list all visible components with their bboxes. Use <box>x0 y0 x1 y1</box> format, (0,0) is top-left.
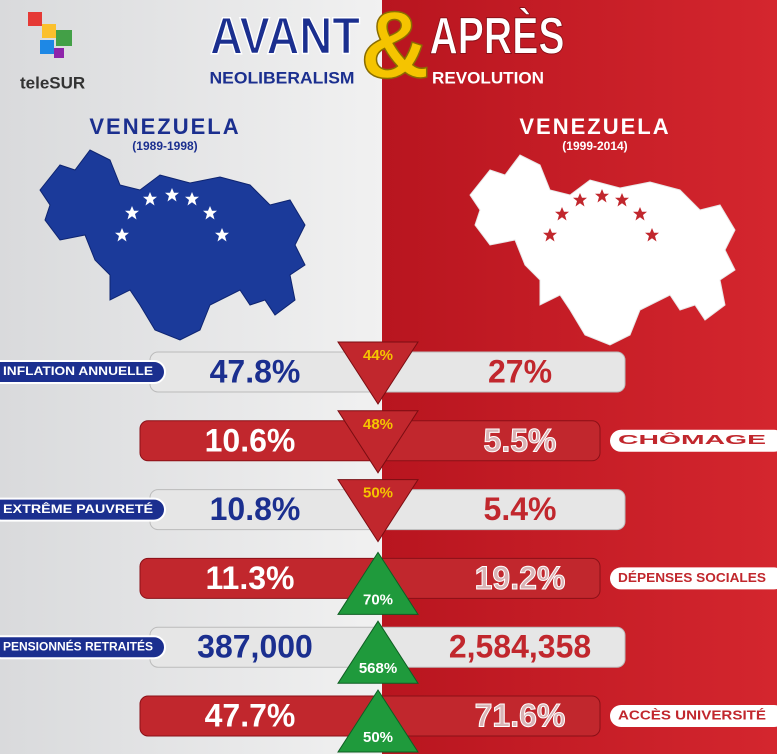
subtitle-left: NEOLIBERALISM <box>210 68 355 87</box>
ampersand: & <box>360 0 429 98</box>
label-pill <box>0 635 166 660</box>
subtitle-right: REVOLUTION <box>432 68 544 87</box>
logo-square <box>42 24 56 38</box>
logo-square <box>54 48 64 58</box>
change-value: 44% <box>363 347 393 364</box>
right-period: (1999-2014) <box>562 139 627 153</box>
after-value: 27% <box>488 353 552 389</box>
logo-square <box>40 40 54 54</box>
row-label: ACCÈS UNIVERSITÉ <box>618 707 766 722</box>
row-label: PENSIONNÉS RETRAITÉS <box>3 638 153 653</box>
change-triangle <box>337 551 419 615</box>
brand: teleSUR <box>20 73 85 92</box>
before-value: 10.6% <box>205 422 296 458</box>
after-value: 5.4% <box>484 491 557 527</box>
change-triangle <box>337 689 419 753</box>
label-pill <box>0 497 166 522</box>
left-country: VENEZUELA <box>89 114 240 139</box>
before-value: 10.8% <box>210 491 301 527</box>
row-label: EXTRÊME PAUVRETÉ <box>3 501 153 516</box>
change-triangle <box>337 410 419 474</box>
row-label: INFLATION ANNUELLE <box>3 364 153 378</box>
change-triangle <box>337 620 419 684</box>
rows: INFLATION ANNUELLE 47.8% 27% 44% CHÔMAGE 10.6… <box>0 341 777 753</box>
after-value: 5.5% <box>484 422 557 458</box>
logo-square <box>28 12 42 26</box>
left-period: (1989-1998) <box>132 139 197 153</box>
label-pill <box>610 567 777 590</box>
logo-square <box>56 30 72 46</box>
before-value: 47.7% <box>205 697 296 733</box>
change-value: 70% <box>363 591 393 608</box>
label-pill <box>610 705 777 727</box>
before-value: 47.8% <box>210 353 301 389</box>
after-value: 71.6% <box>475 697 566 733</box>
row-label: CHÔMAGE <box>618 432 767 447</box>
title-left: AVANT <box>210 8 360 66</box>
change-value: 50% <box>363 485 393 502</box>
change-triangle <box>337 341 419 405</box>
row-label: DÉPENSES SOCIALES <box>618 570 766 585</box>
title-right: APRÈS <box>430 8 565 66</box>
label-pill <box>0 360 166 384</box>
after-value: 2,584,358 <box>449 629 591 665</box>
right-country: VENEZUELA <box>519 114 670 139</box>
change-value: 48% <box>363 416 393 433</box>
change-value: 568% <box>359 660 397 677</box>
after-value: 19.2% <box>475 560 566 596</box>
before-value: 387,000 <box>197 629 313 665</box>
logo: teleSUR <box>20 12 85 92</box>
change-triangle <box>337 479 419 543</box>
label-pill <box>610 429 777 452</box>
change-value: 50% <box>363 729 393 746</box>
before-value: 11.3% <box>206 560 295 596</box>
